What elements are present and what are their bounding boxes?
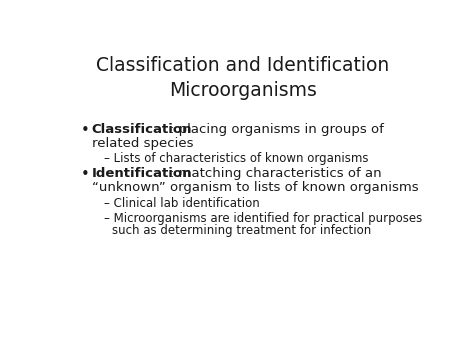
Text: : matching characteristics of an: : matching characteristics of an [170, 167, 381, 180]
Text: – Clinical lab identification: – Clinical lab identification [104, 197, 260, 211]
Text: : placing organisms in groups of: : placing organisms in groups of [170, 124, 383, 136]
Text: Identification: Identification [92, 167, 192, 180]
Text: Classification: Classification [92, 124, 192, 136]
Text: “unknown” organism to lists of known organisms: “unknown” organism to lists of known org… [92, 181, 419, 194]
Text: – Microorganisms are identified for practical purposes: – Microorganisms are identified for prac… [104, 212, 422, 225]
Text: related species: related species [92, 137, 193, 150]
Text: •: • [81, 124, 90, 138]
Text: Classification and Identification
Microorganisms: Classification and Identification Microo… [96, 56, 390, 100]
Text: •: • [81, 167, 90, 182]
Text: such as determining treatment for infection: such as determining treatment for infect… [112, 224, 371, 237]
Text: – Lists of characteristics of known organisms: – Lists of characteristics of known orga… [104, 152, 369, 165]
